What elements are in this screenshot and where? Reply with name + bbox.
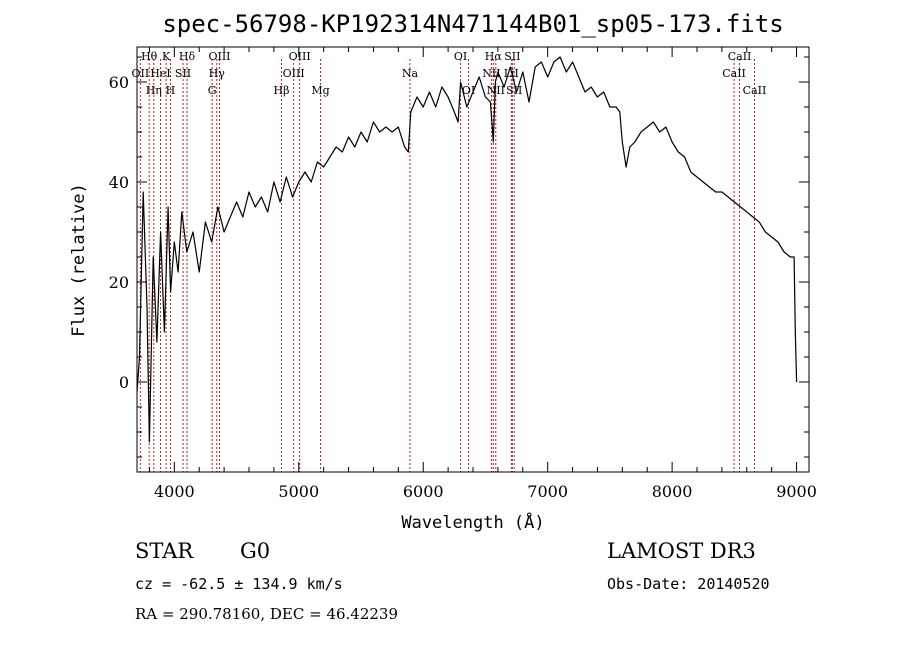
y-tick-label: 60 <box>109 73 129 92</box>
y-tick-label: 40 <box>109 173 129 192</box>
spectral-line-label: CaII <box>722 67 746 80</box>
spectral-line-label: H <box>166 84 176 97</box>
spectral-line-label: Na <box>402 67 419 80</box>
spectral-line-label: NII <box>487 84 505 97</box>
y-tick-label: 0 <box>119 373 129 392</box>
spectrum-line <box>136 56 798 443</box>
x-tick-label: 7000 <box>527 482 568 501</box>
spectral-line-label: HeI <box>150 67 170 80</box>
x-axis-ticks: 4000 5000 6000 7000 8000 9000 <box>148 47 817 501</box>
spectral-line-label: Mg <box>311 84 329 97</box>
x-tick-label: 9000 <box>776 482 817 501</box>
redshift-velocity: cz = -62.5 ± 134.9 km/s <box>135 575 343 593</box>
chart-title: spec-56798-KP192314N471144B01_sp05-173.f… <box>162 10 783 38</box>
spectral-line-label: CaII <box>728 50 752 63</box>
y-axis-label: Flux (relative) <box>69 183 89 337</box>
spectral-line-label: OIII <box>289 50 311 63</box>
object-class: STAR <box>135 539 194 563</box>
spectral-line-markers <box>139 59 755 472</box>
x-tick-label: 5000 <box>278 482 319 501</box>
spectral-line-label: NII <box>482 67 500 80</box>
spectral-line-label: CaII <box>743 84 767 97</box>
spectral-line-label: OIII <box>283 67 305 80</box>
spectral-line-labels: OII Hθ Hη HeI K H SII Hδ G Hγ OIII Hβ OIII OIII Mg Na OI… <box>132 50 767 97</box>
spectral-line-label: Hβ <box>274 84 290 97</box>
observation-date: Obs-Date: 20140520 <box>607 575 770 593</box>
x-axis-label: Wavelength (Å) <box>401 511 544 533</box>
spectral-line-label: K <box>162 50 171 63</box>
spectral-line-label: OI <box>454 50 467 63</box>
y-tick-label: 20 <box>109 273 129 292</box>
spectral-line-label: OIII <box>208 50 230 63</box>
y-axis-ticks: 0 20 40 60 <box>109 56 809 458</box>
object-subclass: G0 <box>240 539 270 563</box>
spectral-line-label: Hη <box>146 84 162 97</box>
spectral-line-label: Hα <box>485 50 503 63</box>
spectral-line-label: Hδ <box>179 50 196 63</box>
x-tick-label: 4000 <box>154 482 195 501</box>
x-tick-label: 6000 <box>403 482 444 501</box>
spectral-line-label: Hγ <box>209 67 226 80</box>
spectral-line-label: SII <box>175 67 191 80</box>
spectral-line-label: SII <box>506 84 522 97</box>
x-tick-label: 8000 <box>652 482 693 501</box>
spectral-line-label: Hθ <box>141 50 158 63</box>
coordinates: RA = 290.78160, DEC = 46.42239 <box>135 605 398 623</box>
spectral-line-label: G <box>208 84 217 97</box>
spectral-line-label: SII <box>504 50 520 63</box>
plot-frame <box>136 46 810 473</box>
survey-name: LAMOST DR3 <box>607 539 756 563</box>
spectral-line-label: OII <box>132 67 150 80</box>
